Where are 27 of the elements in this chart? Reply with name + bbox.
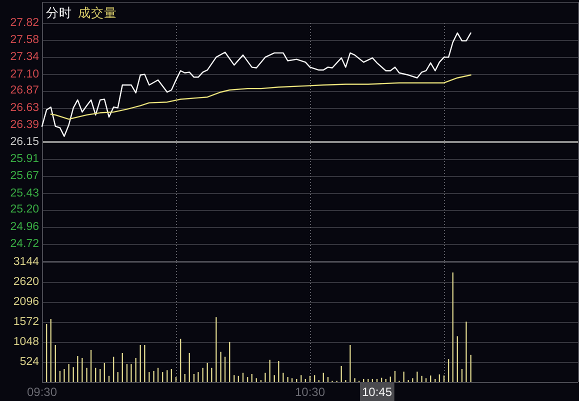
y-tick-label: 27.82 (10, 17, 39, 29)
y-tick-label: 1572 (13, 316, 39, 328)
y-tick-label: 2096 (13, 296, 39, 308)
y-tick-label: 3144 (13, 256, 40, 268)
annotation: 10:45 (362, 385, 392, 399)
y-tick-label: 27.34 (10, 51, 40, 64)
y-tick-label: 26.87 (10, 84, 39, 97)
y-tick-label: 25.20 (10, 204, 39, 216)
y-tick-label: 25.67 (10, 170, 39, 182)
chart-title: 分时 (46, 6, 72, 20)
chart-subtitle: 成交量 (78, 5, 117, 20)
line-series (41, 32, 472, 137)
y-tick-label: 24.72 (10, 238, 39, 250)
y-tick-label: 26.63 (10, 102, 39, 114)
y-tick-label: 25.91 (10, 153, 39, 166)
y-tick-label: 26.39 (10, 118, 39, 131)
y-tick-label: 24.96 (10, 220, 39, 233)
x-tick-label: 10:30 (294, 385, 326, 399)
line-series (50, 74, 472, 120)
x-tick-label: 09:30 (26, 385, 58, 399)
y-tick-label: 27.10 (10, 68, 39, 80)
y-tick-label: 1048 (13, 336, 39, 348)
y-tick-label: 2620 (13, 276, 39, 288)
y-tick-label: 27.58 (10, 34, 39, 46)
y-tick-label: 25.43 (10, 187, 39, 200)
y-tick-label: 524 (20, 356, 40, 368)
y-tick-label: 26.15 (10, 136, 39, 148)
